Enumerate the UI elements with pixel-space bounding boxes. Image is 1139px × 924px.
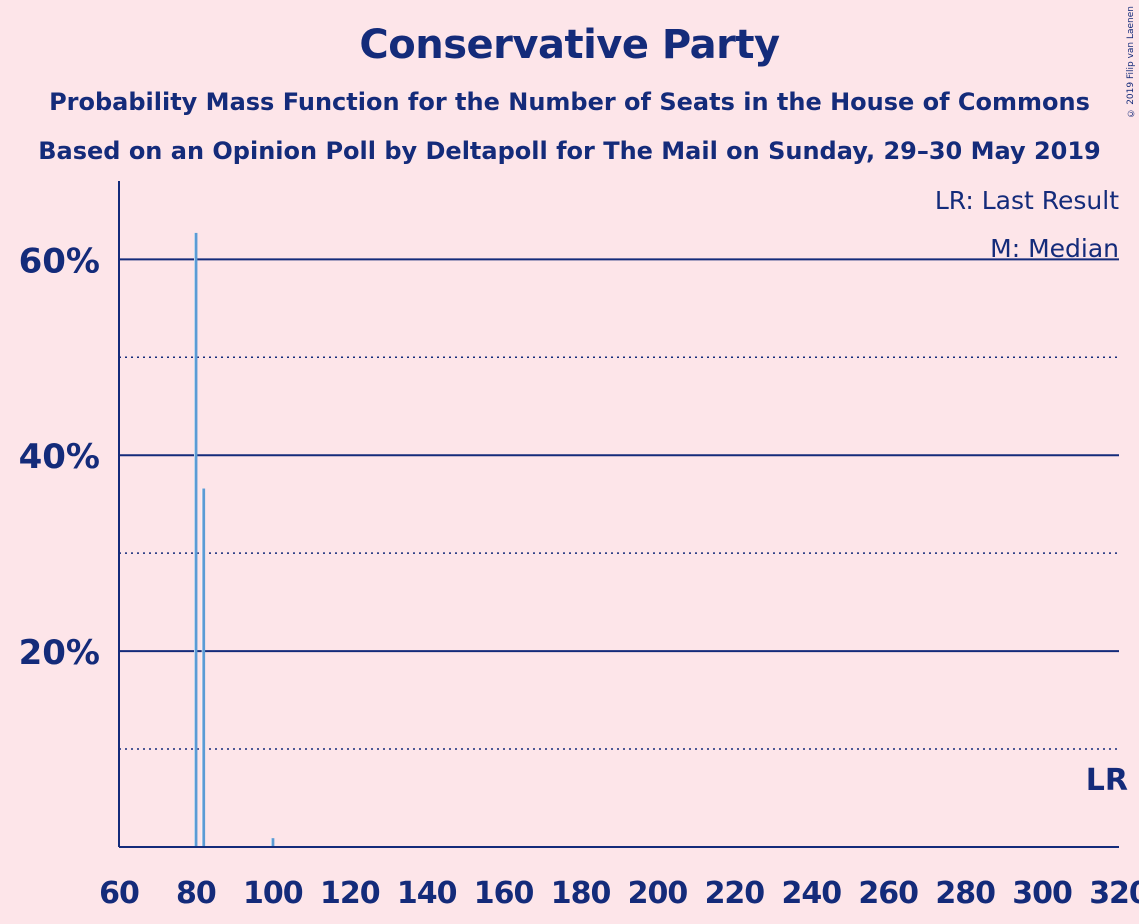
x-tick-label: 180 — [551, 876, 611, 911]
legend-last-result: LR: Last Result — [935, 186, 1119, 215]
x-tick-label: 60 — [99, 876, 139, 911]
x-tick-label: 220 — [705, 876, 765, 911]
chart-subtitle-2: Based on an Opinion Poll by Deltapoll fo… — [38, 137, 1101, 165]
tick-labels: 20% 40% 60% 60 80 100 120 140 160 180 200 220 240 260… — [19, 241, 1139, 911]
bar-series — [194, 232, 275, 848]
x-tick-label: 140 — [397, 876, 457, 911]
grid-lines — [119, 258, 1119, 750]
x-tick-label: 200 — [628, 876, 688, 911]
y-tick-label: 40% — [19, 437, 100, 477]
axes — [118, 181, 1119, 848]
chart-title: Conservative Party — [359, 22, 780, 68]
bar — [194, 232, 198, 848]
y-tick-label: 60% — [19, 241, 100, 281]
last-result-marker: LR — [1086, 763, 1128, 798]
legend: LR: Last Result M: Median LR — [935, 186, 1128, 798]
legend-median: M: Median — [990, 234, 1119, 263]
x-tick-label: 240 — [781, 876, 841, 911]
chart-subtitle-1: Probability Mass Function for the Number… — [49, 88, 1090, 116]
bar — [271, 838, 275, 847]
bar — [202, 488, 206, 847]
x-tick-label: 320 — [1089, 876, 1139, 911]
x-tick-label: 120 — [320, 876, 380, 911]
x-tick-label: 80 — [176, 876, 216, 911]
y-tick-label: 20% — [19, 633, 100, 673]
x-tick-label: 100 — [243, 876, 303, 911]
x-tick-label: 160 — [474, 876, 534, 911]
x-tick-label: 260 — [858, 876, 918, 911]
x-tick-label: 300 — [1012, 876, 1072, 911]
x-tick-label: 280 — [935, 876, 995, 911]
